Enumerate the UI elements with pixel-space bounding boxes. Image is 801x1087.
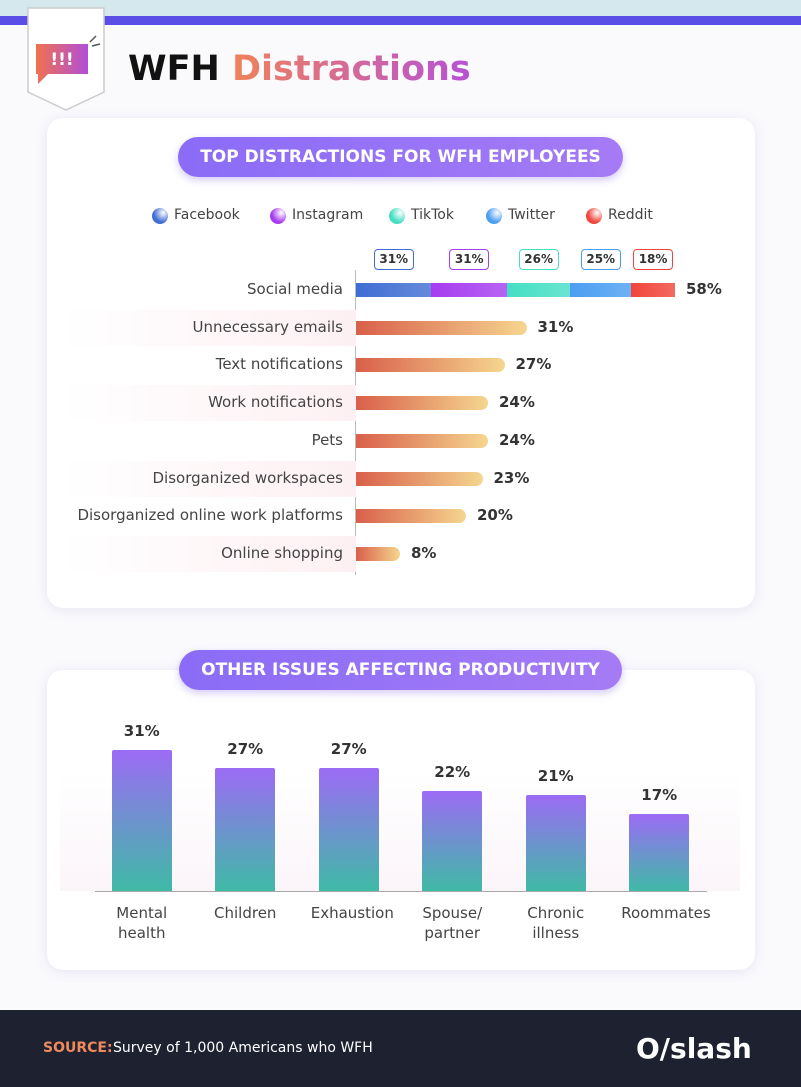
legend-label: Twitter [508,207,555,223]
value-label: 22% [434,762,471,781]
value-label: 27% [515,355,552,374]
value-label: 27% [227,740,264,759]
logo: O/slash [636,1032,752,1065]
bar [629,813,690,891]
bar [356,546,400,561]
footer [0,1010,801,1087]
bar [111,749,172,891]
bar-segment [631,283,675,297]
category-label: Exhaustion [310,904,394,922]
callout: 31% [449,249,490,270]
bar [215,768,276,891]
axis-line [355,270,356,575]
category-label: Text notifications [215,355,343,374]
value-label: 24% [499,393,535,412]
value-label: 27% [330,740,367,759]
category-label: Spouse/ partner [422,904,483,942]
category-label: Disorganized workspaces [152,468,343,487]
value-label: 8% [411,543,437,562]
callout: 26% [518,249,559,270]
top-bar [0,16,801,25]
callout: 31% [373,249,414,270]
value-label: 24% [499,430,535,449]
bar [356,433,488,448]
legend-label: TikTok [411,207,454,223]
bar-segment [431,283,507,297]
value-label: 20% [477,506,513,525]
row-band [60,535,356,572]
category-label: Pets [311,430,343,449]
bar [356,358,505,373]
value-label: 31% [123,721,160,740]
legend-swatch [389,208,405,224]
legend-label: Facebook [174,207,240,223]
value-label: 23% [493,468,530,487]
category-label: Roommates [621,904,711,922]
category-label: Social media [247,280,343,298]
row-band [60,385,356,422]
bar [356,471,483,486]
callout: 18% [633,249,674,270]
row-band [60,309,356,346]
title: WFH Distractions [128,46,471,92]
legend-label: Instagram [292,207,364,223]
top-strip [0,0,801,16]
bar [356,320,527,335]
bar-segment [570,283,632,297]
chart-title: TOP DISTRACTIONS FOR WFH EMPLOYEES [178,137,623,177]
category-label: Disorganized online work platforms [77,506,343,525]
callout: 25% [580,249,621,270]
axis-line [95,891,707,892]
value-label: 58% [686,280,722,298]
badge [27,7,105,111]
source: Survey of 1,000 Americans who WFH [113,1040,373,1056]
category-label: Work notifications [208,393,343,412]
bar [318,768,379,891]
category-label: Mental health [116,904,168,942]
badge-text: !!! [50,50,74,70]
chart-title: OTHER ISSUES AFFECTING PRODUCTIVITY [179,650,622,690]
legend-swatch [486,208,502,224]
legend-label: Reddit [608,207,653,223]
legend-swatch [152,208,168,224]
source-label: SOURCE: [43,1040,113,1056]
legend-swatch [270,208,286,224]
value-label: 31% [537,317,574,336]
band [60,770,740,891]
value-label: 17% [641,785,678,804]
bar [356,509,466,524]
category-label: Children [214,904,277,922]
legend-swatch [586,208,602,224]
bar [525,795,586,891]
category-label: Unnecessary emails [192,317,343,336]
bar-segment [506,283,571,297]
bar [422,790,483,891]
title-highlight: Distractions [232,49,471,89]
row-band [60,460,356,497]
value-label: 21% [537,767,574,786]
category-label: Online shopping [221,543,343,562]
category-label: Chronic illness [527,904,585,942]
bar-segment [356,283,432,297]
bar [356,396,488,411]
title-main: WFH [128,49,220,89]
